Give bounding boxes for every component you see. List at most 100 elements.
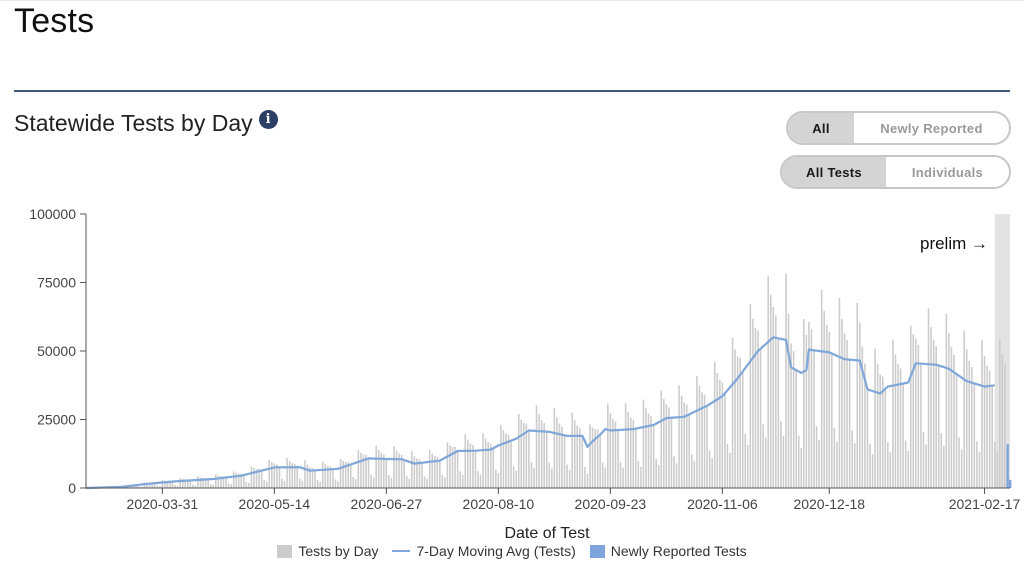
tests-by-day-bar [859,322,861,488]
tests-by-day-bar [693,461,696,488]
tests-by-day-bar [688,414,691,488]
tests-by-day-bar [950,347,953,488]
tests-by-day-bar [925,444,927,488]
tests-by-day-bar [815,426,818,488]
tests-by-day-bar [909,325,912,488]
prelim-label: prelim → [920,234,988,253]
tests-by-day-bar [716,372,719,488]
tests-by-day-bar [517,414,520,488]
tests-by-day-bar [711,458,713,488]
legend-item-moving-avg[interactable]: 7-Day Moving Avg (Tests) [392,543,576,559]
tests-by-day-bar [729,452,731,488]
toggle-all-tests[interactable]: All Tests [782,157,886,187]
tests-by-day-bar [813,350,815,488]
tests-by-day-bar [164,480,166,488]
tests-by-day-bar [645,408,647,488]
tests-by-day-bar [181,478,184,488]
tests-by-day-bar [510,440,512,488]
tests-by-day-bar [207,479,209,488]
tests-by-day-bar [250,466,253,488]
tests-by-day-bar [825,324,828,488]
tests-by-day-bar [596,429,599,488]
toggle-newly-reported[interactable]: Newly Reported [880,120,983,136]
tests-by-day-bar [151,482,153,488]
y-tick-label: 50000 [37,343,76,359]
tests-by-day-bar [380,452,383,488]
tests-by-day-bar [411,451,413,488]
tests-by-day-bar [395,450,398,488]
tests-by-day-bar [153,483,156,488]
tests-by-day-bar [365,454,367,488]
tests-by-day-bar [530,462,533,488]
x-tick-label: 2021-02-17 [949,496,1021,512]
tests-by-day-bar [459,471,461,488]
tests-by-day-bar [843,333,846,488]
tests-by-day-bar [894,354,897,488]
tests-by-day-bar [986,365,988,488]
tests-by-day-bar [670,417,673,488]
tests-by-day-bar [375,445,377,488]
tests-by-day-bar [299,478,301,488]
tests-by-day-bar [864,363,866,488]
tests-by-day-bar [869,443,871,488]
tests-by-day-bar [258,468,260,488]
tests-by-day-bar [487,442,489,488]
y-tick-label: 25000 [37,412,76,428]
toggle-individuals[interactable]: Individuals [911,164,984,180]
tests-by-day-bar [327,465,329,488]
page-title: Tests [14,2,95,40]
tests-by-day-bar [818,440,820,488]
legend-item-newly-reported[interactable]: Newly Reported Tests [589,543,747,559]
top-border [0,0,1024,1]
tests-by-day-bar [866,389,869,488]
tests-by-day-bar [571,412,573,488]
tests-by-day-bar [240,473,243,488]
legend-label-newly-reported: Newly Reported Tests [610,543,747,559]
tests-by-day-bar [477,471,479,488]
tests-by-day-bar [871,454,874,488]
tests-by-day-bar [769,295,772,488]
y-tick-label: 75000 [37,275,76,291]
tests-by-day-bar [981,339,983,488]
tests-by-day-bar [945,313,948,488]
tests-by-day-bar [708,450,711,488]
tests-by-day-bar [912,334,915,488]
tests-by-day-bar [624,403,627,488]
tests-by-day-bar [538,414,540,488]
toggle-all[interactable]: All [788,113,854,143]
tests-by-day-bar [675,463,678,488]
tests-by-day-bar [349,464,352,488]
tests-by-day-bar [220,476,222,488]
tests-by-day-bar [887,442,889,488]
tests-by-day-bar [271,462,273,488]
tests-by-day-bar [398,453,400,488]
tests-by-day-bar [291,463,293,488]
tests-by-day-bar [283,480,286,488]
tests-by-day-bar [782,436,785,488]
legend-label-moving-avg: 7-Day Moving Avg (Tests) [416,543,576,559]
tests-by-day-bar [276,464,278,488]
tests-by-day-bar [960,449,963,488]
tests-by-day-bar [958,437,960,488]
tests-by-day-bar [652,424,655,488]
tests-by-day-bar [920,363,922,488]
legend-item-tests-by-day[interactable]: Tests by Day [277,543,378,559]
tests-by-day-bar [759,348,762,488]
tests-by-day-bar [777,338,780,488]
tests-by-day-bar [879,374,881,488]
tests-by-day-bar [357,450,360,488]
tests-by-day-bar [604,467,607,488]
tests-by-day-bar [159,486,161,488]
tests-by-day-bar [617,430,619,488]
tests-by-day-bar [772,307,775,488]
tests-by-day-bar [635,428,637,488]
tests-by-day-bar [489,443,492,488]
tests-by-day-bar [454,447,456,488]
tests-by-day-bar [576,425,579,488]
tests-by-day-bar [647,413,650,488]
tests-by-day-bar [148,482,151,488]
info-icon[interactable]: i [258,110,278,129]
tests-by-day-bar [194,485,197,488]
tests-by-day-bar [792,350,795,488]
tests-by-day-bar [372,477,375,488]
